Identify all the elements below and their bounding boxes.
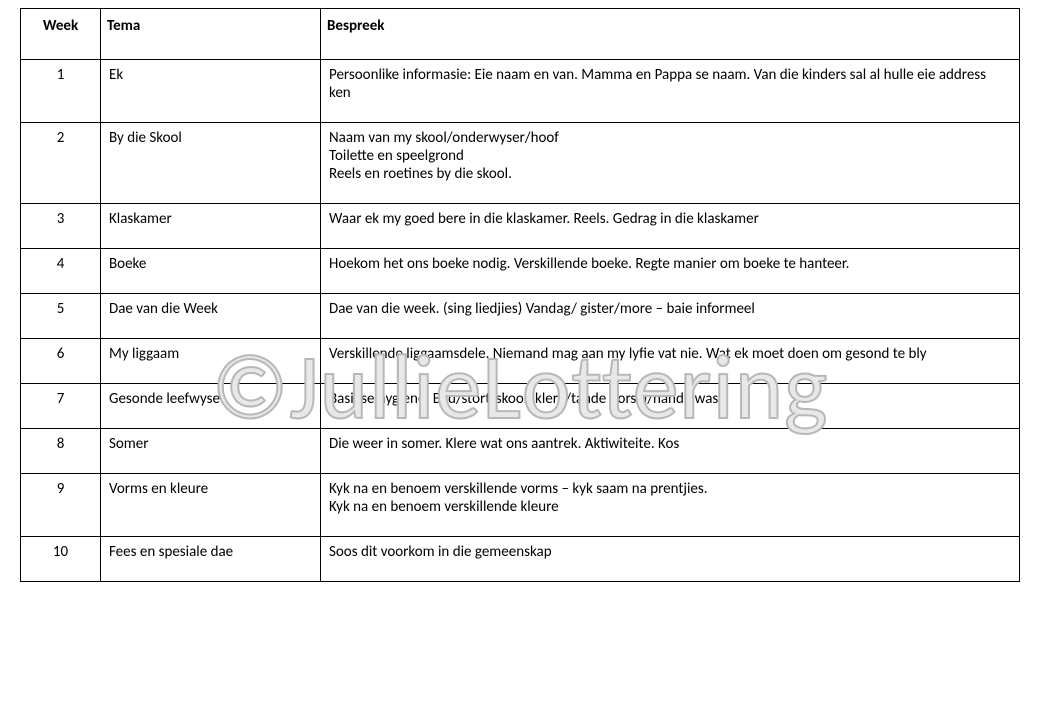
table-row: 10 Fees en spesiale dae Soos dit voorkom… xyxy=(21,537,1020,582)
cell-week: 2 xyxy=(21,123,101,204)
cell-tema: Gesonde leefwyse xyxy=(101,384,321,429)
table-row: 2 By die Skool Naam van my skool/onderwy… xyxy=(21,123,1020,204)
cell-tema: Somer xyxy=(101,429,321,474)
cell-bespreek: Waar ek my goed bere in die klaskamer. R… xyxy=(321,204,1020,249)
cell-tema: Ek xyxy=(101,60,321,123)
cell-week: 10 xyxy=(21,537,101,582)
table-row: 3 Klaskamer Waar ek my goed bere in die … xyxy=(21,204,1020,249)
table-body: 1 Ek Persoonlike informasie: Eie naam en… xyxy=(21,60,1020,582)
cell-week: 1 xyxy=(21,60,101,123)
table-header-row: Week Tema Bespreek xyxy=(21,9,1020,60)
table-row: 7 Gesonde leefwyse Basiese hygiene: Bad/… xyxy=(21,384,1020,429)
cell-week: 8 xyxy=(21,429,101,474)
table-row: 5 Dae van die Week Dae van die week. (si… xyxy=(21,294,1020,339)
table-row: 9 Vorms en kleure Kyk na en benoem versk… xyxy=(21,474,1020,537)
cell-tema: Klaskamer xyxy=(101,204,321,249)
schedule-table: Week Tema Bespreek 1 Ek Persoonlike info… xyxy=(20,8,1020,582)
table-row: 4 Boeke Hoekom het ons boeke nodig. Vers… xyxy=(21,249,1020,294)
cell-week: 5 xyxy=(21,294,101,339)
table-row: 1 Ek Persoonlike informasie: Eie naam en… xyxy=(21,60,1020,123)
cell-bespreek: Soos dit voorkom in die gemeenskap xyxy=(321,537,1020,582)
cell-bespreek: Persoonlike informasie: Eie naam en van.… xyxy=(321,60,1020,123)
cell-week: 4 xyxy=(21,249,101,294)
cell-tema: By die Skool xyxy=(101,123,321,204)
cell-tema: Vorms en kleure xyxy=(101,474,321,537)
cell-week: 3 xyxy=(21,204,101,249)
header-tema: Tema xyxy=(101,9,321,60)
table-row: 8 Somer Die weer in somer. Klere wat ons… xyxy=(21,429,1020,474)
cell-bespreek: Verskillende liggaamsdele. Niemand mag a… xyxy=(321,339,1020,384)
header-week: Week xyxy=(21,9,101,60)
cell-tema: Boeke xyxy=(101,249,321,294)
cell-week: 6 xyxy=(21,339,101,384)
cell-bespreek: Hoekom het ons boeke nodig. Verskillende… xyxy=(321,249,1020,294)
cell-bespreek: Die weer in somer. Klere wat ons aantrek… xyxy=(321,429,1020,474)
cell-week: 9 xyxy=(21,474,101,537)
cell-bespreek: Basiese hygiene: Bad/stort/skoon klere/t… xyxy=(321,384,1020,429)
header-bespreek: Bespreek xyxy=(321,9,1020,60)
cell-week: 7 xyxy=(21,384,101,429)
cell-bespreek: Naam van my skool/onderwyser/hoofToilett… xyxy=(321,123,1020,204)
table-row: 6 My liggaam Verskillende liggaamsdele. … xyxy=(21,339,1020,384)
cell-tema: Fees en spesiale dae xyxy=(101,537,321,582)
cell-tema: My liggaam xyxy=(101,339,321,384)
cell-bespreek: Dae van die week. (sing liedjies) Vandag… xyxy=(321,294,1020,339)
cell-tema: Dae van die Week xyxy=(101,294,321,339)
cell-bespreek: Kyk na en benoem verskillende vorms – ky… xyxy=(321,474,1020,537)
